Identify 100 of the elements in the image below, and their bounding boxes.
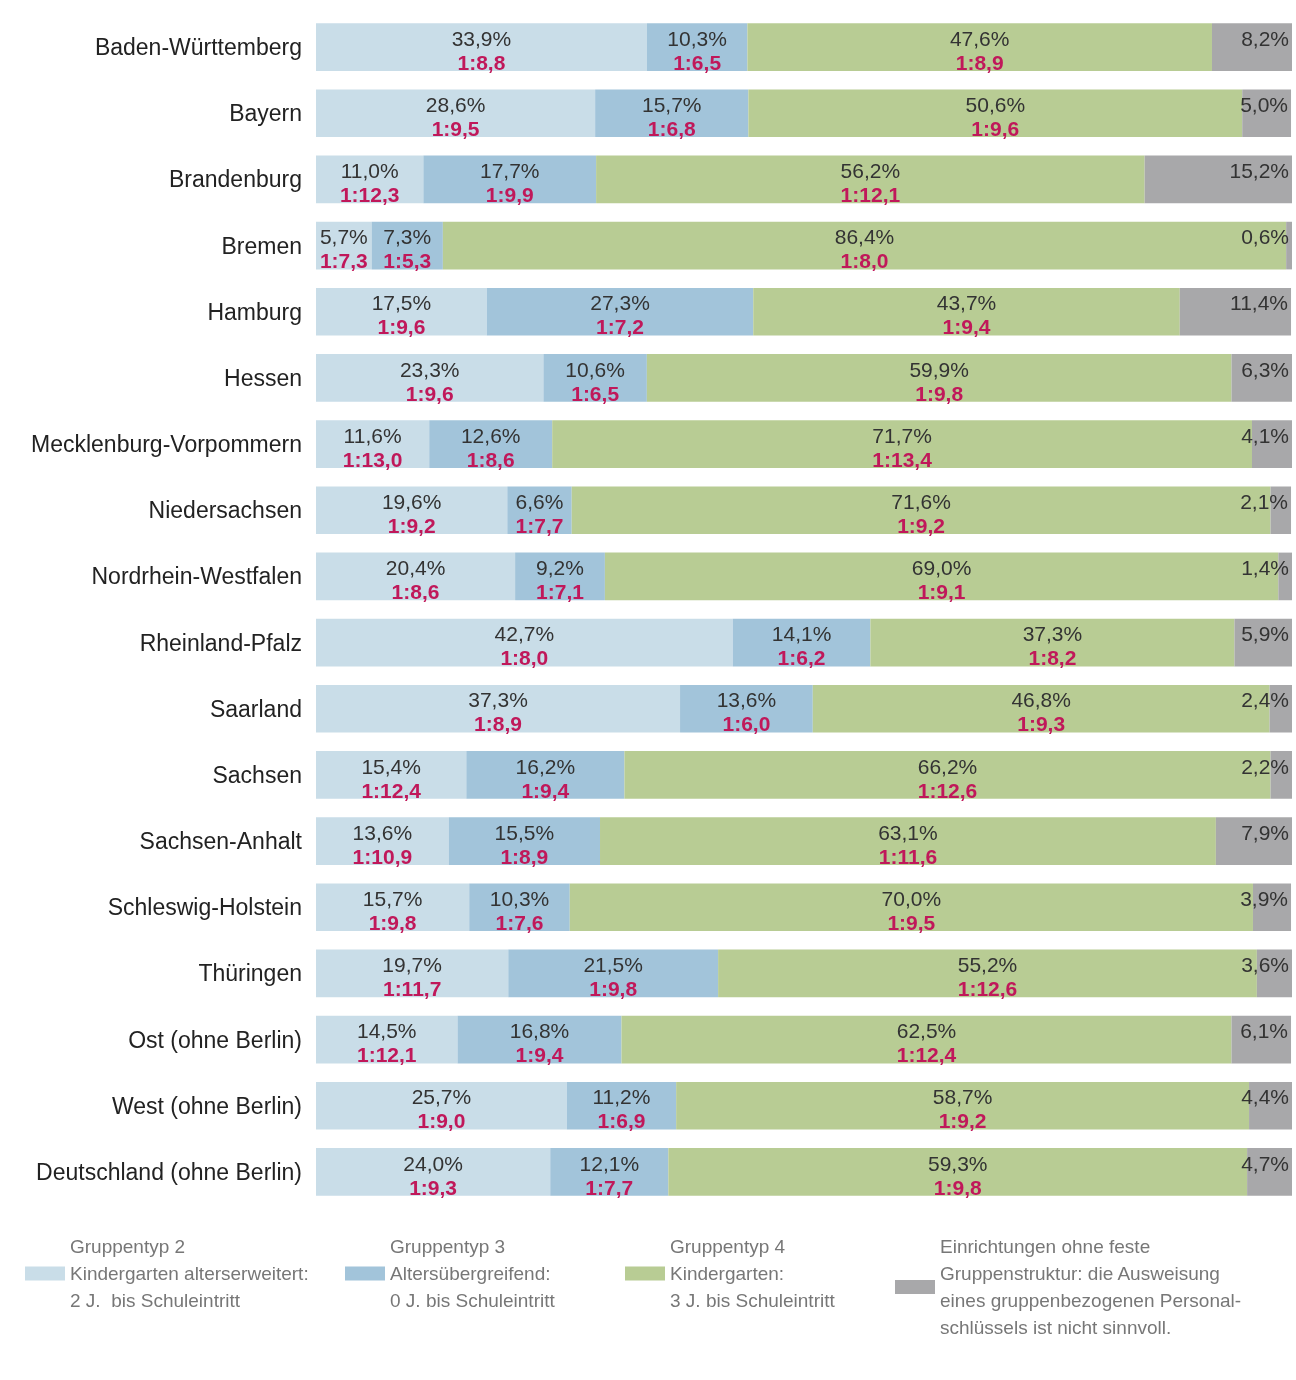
data-label: 0,6%	[1241, 225, 1289, 249]
data-label: 15,5% 1:8,9	[494, 820, 555, 868]
bar	[448, 817, 601, 865]
data-label: 59,9% 1:9,8	[909, 357, 969, 405]
legend-label: Gruppentyp 4 Kindergarten: 3 J. bis Schuleintritt	[670, 1236, 836, 1311]
data-label: 4,4%	[1241, 1085, 1289, 1109]
legend-label: Gruppentyp 3 Altersübergreifend: 0 J. bis Schuleintritt	[390, 1236, 556, 1311]
bar	[621, 1015, 1232, 1064]
bar	[1179, 287, 1292, 336]
data-label: 2,2%	[1241, 754, 1289, 778]
data-label: 12,6% 1:8,6	[460, 423, 521, 471]
legend-label: Gruppentyp 2 Kindergarten alterserweitert: 2 J. bis Schuleintritt	[70, 1236, 309, 1311]
bar	[316, 618, 733, 667]
data-label: 3,9%	[1240, 886, 1289, 910]
data-label: 19,6% 1:9,2	[381, 489, 442, 537]
data-label: 15,7% 1:9,8	[362, 886, 423, 934]
bar	[595, 89, 749, 138]
bar	[1286, 221, 1292, 270]
data-label: 15,4% 1:12,4	[361, 754, 422, 802]
bar	[1215, 817, 1292, 865]
bar	[508, 949, 719, 998]
bar	[423, 155, 597, 204]
data-label: 14,1% 1:6,2	[771, 622, 832, 670]
data-label: 5,9%	[1241, 622, 1289, 646]
data-label: 55,2% 1:12,6	[957, 953, 1018, 1001]
data-label: 47,6% 1:8,9	[949, 26, 1010, 74]
data-label: 11,4%	[1230, 291, 1289, 315]
y-tick-label: Sachsen	[212, 761, 302, 788]
bar	[753, 287, 1180, 336]
bar	[316, 684, 681, 733]
data-label: 19,7% 1:11,7	[382, 953, 442, 1001]
data-label: 2,1%	[1240, 489, 1289, 513]
data-label: 15,2%	[1229, 159, 1289, 183]
bar	[316, 354, 544, 402]
bar	[747, 23, 1212, 71]
data-label: 3,6%	[1241, 953, 1289, 977]
bar	[316, 486, 508, 535]
y-tick-label: Rheinland-Pfalz	[139, 629, 302, 656]
data-label: 9,2% 1:7,1	[536, 556, 585, 604]
y-tick-label: Thüringen	[198, 960, 302, 987]
y-tick-label: Nordrhein-Westfalen	[91, 563, 302, 590]
data-label: 46,8% 1:9,3	[1011, 688, 1071, 736]
bar	[1231, 354, 1292, 402]
bar	[316, 949, 509, 998]
y-tick-label: Hessen	[224, 364, 302, 391]
y-tick-label: Bremen	[221, 232, 302, 259]
y-tick-label: Deutschland (ohne Berlin)	[36, 1158, 302, 1185]
data-label: 6,1%	[1240, 1019, 1289, 1043]
data-label: 13,6% 1:6,0	[716, 688, 777, 736]
data-label: 11,0% 1:12,3	[339, 159, 400, 207]
data-label: 2,4%	[1241, 688, 1289, 712]
data-label: 37,3% 1:8,9	[468, 688, 528, 736]
data-label: 5,0%	[1240, 92, 1289, 116]
y-tick-label: Mecklenburg-Vorpommern	[30, 431, 302, 458]
data-label: 16,2% 1:9,4	[515, 754, 576, 802]
data-label: 28,6% 1:9,5	[425, 92, 486, 140]
y-tick-label: Niedersachsen	[148, 497, 302, 524]
data-label: 24,0% 1:9,3	[403, 1151, 463, 1199]
bar	[316, 89, 596, 138]
data-label: 21,5% 1:9,8	[583, 953, 643, 1001]
data-label: 11,6% 1:13,0	[342, 423, 403, 471]
data-label: 14,5% 1:12,1	[356, 1019, 417, 1067]
data-label: 11,2% 1:6,9	[592, 1085, 651, 1133]
data-label: 17,7% 1:9,9	[479, 159, 540, 207]
data-label: 58,7% 1:9,2	[932, 1085, 993, 1133]
data-label: 37,3% 1:8,2	[1022, 622, 1083, 670]
data-label: 50,6% 1:9,6	[965, 92, 1026, 140]
bar	[316, 1081, 567, 1130]
data-label: 69,0% 1:9,1	[911, 556, 972, 604]
bar	[316, 552, 516, 601]
data-label: 27,3% 1:7,2	[590, 291, 650, 339]
data-label: 6,3%	[1241, 357, 1289, 381]
data-label: 16,8% 1:9,4	[509, 1019, 570, 1067]
data-label: 66,2% 1:12,6	[917, 754, 978, 802]
data-label: 4,1%	[1241, 423, 1289, 447]
data-label: 7,9%	[1241, 820, 1289, 844]
data-label: 59,3% 1:9,8	[927, 1151, 988, 1199]
data-label: 15,7% 1:6,8	[641, 92, 702, 140]
y-tick-label: Baden-Württemberg	[94, 34, 302, 61]
data-label: 62,5% 1:12,4	[896, 1019, 957, 1067]
y-tick-label: Brandenburg	[169, 166, 302, 193]
y-tick-label: Bayern	[229, 100, 302, 127]
bar	[600, 817, 1216, 865]
bar	[316, 751, 467, 799]
data-label: 71,6% 1:9,2	[891, 489, 951, 537]
data-label: 71,7% 1:13,4	[872, 423, 933, 471]
bar	[442, 221, 1287, 270]
bar	[316, 23, 647, 71]
bar	[1144, 155, 1292, 204]
data-label: 33,9% 1:8,8	[451, 26, 512, 74]
bar	[466, 751, 625, 799]
data-label: 12,1% 1:7,7	[579, 1151, 640, 1199]
data-label: 23,3% 1:9,6	[399, 357, 460, 405]
data-label: 4,7%	[1241, 1151, 1289, 1175]
y-tick-label: West (ohne Berlin)	[111, 1092, 302, 1119]
bar	[486, 287, 754, 336]
bar	[1211, 23, 1292, 71]
y-tick-label: Schleswig-Holstein	[107, 894, 302, 921]
bar	[870, 618, 1235, 667]
bar	[316, 1148, 551, 1196]
